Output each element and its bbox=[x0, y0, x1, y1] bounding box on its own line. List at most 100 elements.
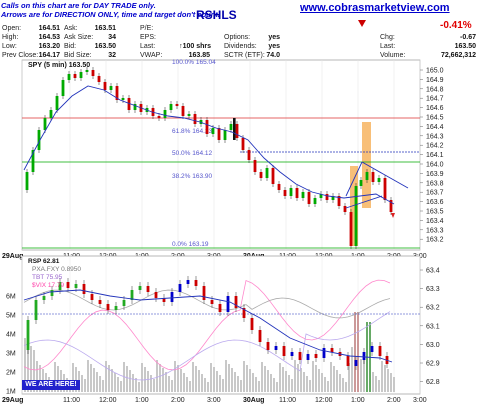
volume-bar bbox=[24, 338, 26, 392]
candle-body bbox=[343, 206, 347, 212]
open-label: Open: bbox=[2, 25, 22, 32]
volume-bar bbox=[303, 372, 305, 392]
volume-bar bbox=[57, 366, 59, 392]
volume-bar bbox=[213, 367, 215, 392]
fib-label: 61.8% 164.33 bbox=[172, 128, 213, 135]
y-tick-label: 164.3 bbox=[426, 133, 444, 140]
volume-bar bbox=[90, 364, 92, 392]
volume-bar bbox=[156, 360, 158, 392]
y-tick-label: 163.4 bbox=[426, 218, 444, 225]
candle-body bbox=[218, 304, 222, 312]
series-label: SPY (5 min) 163.50 bbox=[28, 62, 90, 69]
x-tick-label: 12:00 bbox=[315, 397, 333, 404]
y-tick-label: 164.8 bbox=[426, 86, 444, 93]
candle-body bbox=[314, 354, 318, 358]
volume-bar bbox=[252, 373, 254, 392]
candle-body bbox=[241, 138, 245, 150]
candle-body bbox=[163, 110, 167, 118]
candle-body bbox=[175, 104, 179, 106]
volume-bar bbox=[393, 377, 395, 392]
volume-bar bbox=[192, 362, 194, 392]
candle-body bbox=[162, 298, 166, 302]
volume-bar bbox=[255, 377, 257, 392]
candle-body bbox=[226, 296, 230, 312]
volume-bar bbox=[219, 375, 221, 392]
candle-body bbox=[233, 118, 236, 140]
volume-bar bbox=[234, 372, 236, 392]
volume-bar bbox=[267, 370, 269, 392]
candle-body bbox=[97, 76, 101, 82]
candle-body bbox=[202, 286, 206, 300]
candle-body bbox=[73, 74, 77, 78]
volume-bar bbox=[300, 368, 302, 392]
volume-bar bbox=[174, 361, 176, 392]
y-tick-label: 62.8 bbox=[426, 379, 440, 386]
highlight-bar-2 bbox=[350, 166, 358, 246]
volume-bar bbox=[159, 364, 161, 392]
candle-body bbox=[66, 282, 70, 288]
prev-close-label: Prev Close: bbox=[2, 52, 39, 59]
candle-body bbox=[247, 150, 251, 160]
volume-bar bbox=[105, 361, 107, 392]
candle-body bbox=[290, 352, 294, 356]
candle-body bbox=[349, 212, 353, 246]
y-tick-label: 163.3 bbox=[426, 227, 444, 234]
site-link[interactable]: www.cobrasmarketview.com bbox=[300, 2, 478, 16]
volume-bar bbox=[243, 361, 245, 392]
y-tick-label: 164.9 bbox=[426, 77, 444, 84]
volume-bar bbox=[342, 378, 344, 392]
volume-bar bbox=[195, 366, 197, 392]
y-tick-label: 163.6 bbox=[426, 199, 444, 206]
volume-bar bbox=[207, 382, 209, 392]
volume-bar bbox=[153, 379, 155, 392]
volume-bar bbox=[288, 375, 290, 392]
candle-body bbox=[259, 172, 263, 178]
high-value: 164.53 bbox=[38, 34, 60, 41]
candle-body bbox=[25, 172, 29, 190]
symbol-title: RSHLS bbox=[196, 8, 237, 22]
x-tick-label: 29Aug bbox=[2, 397, 23, 404]
triangle-lower bbox=[345, 195, 383, 209]
candle-body bbox=[235, 124, 239, 138]
y-tick-label: 63.3 bbox=[426, 286, 440, 293]
candle-body bbox=[313, 198, 317, 204]
candle-body bbox=[370, 346, 374, 352]
volume-bar bbox=[351, 347, 353, 392]
volume-bar bbox=[324, 377, 326, 392]
volume-tick-label: 5M bbox=[6, 313, 16, 320]
volume-bar bbox=[210, 363, 212, 392]
candle-body bbox=[138, 286, 142, 290]
volume-bar bbox=[120, 381, 122, 392]
candle-body bbox=[365, 172, 369, 180]
ask-label: Ask: bbox=[64, 25, 78, 32]
volume-bar bbox=[168, 376, 170, 392]
lower-legend: RSP 62.81 PXA.FXY 0.8950 TBT 75.95 $VIX … bbox=[28, 258, 81, 289]
volume-bar bbox=[273, 378, 275, 392]
volume-bar bbox=[363, 360, 365, 392]
candle-body bbox=[250, 318, 254, 330]
volume-bar bbox=[246, 365, 248, 392]
volume-bar bbox=[201, 374, 203, 392]
candle-body bbox=[154, 292, 158, 298]
candle-body bbox=[130, 290, 134, 300]
volume-bar bbox=[84, 379, 86, 392]
volume-bar bbox=[171, 380, 173, 392]
candle-body bbox=[90, 294, 94, 300]
candle-body bbox=[103, 82, 107, 90]
candle-body bbox=[229, 124, 233, 130]
we-are-here-button[interactable]: WE ARE HERE! bbox=[22, 380, 80, 390]
candle-body bbox=[210, 300, 214, 304]
volume-bar bbox=[111, 369, 113, 392]
volume-bar bbox=[126, 366, 128, 392]
fib-label: 38.2% 163.90 bbox=[172, 173, 213, 180]
volume-bar bbox=[279, 363, 281, 392]
main-panel-frame bbox=[21, 59, 421, 251]
volume-bar bbox=[264, 366, 266, 392]
volume-bar bbox=[276, 382, 278, 392]
volume-bar bbox=[96, 372, 98, 392]
candle-body bbox=[383, 178, 387, 200]
volume-bar bbox=[357, 312, 359, 392]
candle-body bbox=[359, 180, 363, 186]
main-y-axis: 165.0 164.9 164.8 164.7 164.6 164.5 164.4 164.3… bbox=[420, 68, 444, 244]
